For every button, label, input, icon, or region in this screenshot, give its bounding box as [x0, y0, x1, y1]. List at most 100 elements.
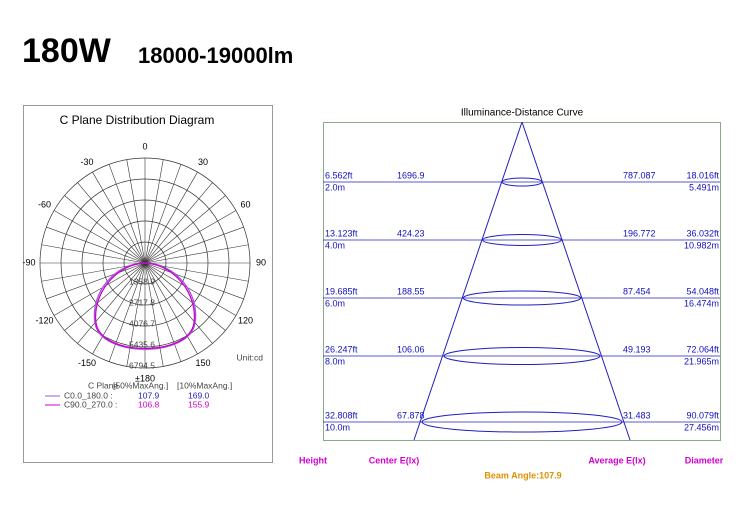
- level-value: 196.772: [623, 228, 656, 238]
- level-value: 2.0m: [325, 182, 345, 192]
- spoke: [64, 195, 146, 264]
- beam-ellipse: [482, 234, 562, 246]
- ring: [123, 241, 167, 285]
- level-value: 26.247ft: [325, 344, 358, 354]
- curve-frame: [323, 122, 721, 441]
- spoke: [144, 262, 237, 316]
- level-value: 10.982m: [684, 240, 719, 250]
- ring: [81, 199, 209, 327]
- spoke: [46, 262, 146, 300]
- level-value: 6.0m: [325, 298, 345, 308]
- spoke: [41, 244, 146, 264]
- angle-label: -30: [80, 157, 93, 167]
- ring: [60, 178, 230, 348]
- spoke: [144, 262, 213, 344]
- level-value: 5.491m: [689, 182, 719, 192]
- spoke: [144, 195, 226, 264]
- spoke: [144, 262, 182, 362]
- legend-cell: 169.0: [188, 390, 210, 400]
- cone-edge: [413, 121, 523, 441]
- spoke: [108, 262, 146, 362]
- level-value: 13.123ft: [325, 228, 358, 238]
- level-value: 10.0m: [325, 422, 350, 432]
- level-value: 787.087: [623, 170, 656, 180]
- spoke: [77, 262, 146, 344]
- cone-edge: [521, 121, 631, 441]
- spoke: [144, 171, 198, 264]
- angle-label: 0: [142, 141, 147, 151]
- level-value: 72.064ft: [686, 344, 719, 354]
- spoke: [144, 262, 198, 355]
- spoke: [144, 262, 164, 367]
- legend-cell: 155.9: [188, 399, 210, 409]
- legend-header: C Plane: [88, 380, 119, 390]
- column-label: Diameter: [685, 455, 724, 465]
- level-value: 188.55: [397, 286, 425, 296]
- spoke: [108, 164, 146, 264]
- level-value: 27.456m: [684, 422, 719, 432]
- legend-cell: C0.0_180.0 :: [64, 390, 113, 400]
- spoke: [144, 244, 249, 264]
- legend-cell: 107.9: [138, 390, 160, 400]
- legend-cell: C90.0_270.0 :: [64, 399, 117, 409]
- level-value: 19.685ft: [325, 286, 358, 296]
- spoke: [92, 171, 146, 264]
- spoke: [53, 210, 146, 264]
- level-value: 31.483: [623, 410, 651, 420]
- ring-label: 5435.6: [129, 339, 155, 349]
- angle-label: 90: [256, 257, 266, 267]
- ring: [102, 220, 188, 306]
- level-value: 16.474m: [684, 298, 719, 308]
- spoke: [64, 262, 146, 331]
- level-value: 1696.9: [397, 170, 425, 180]
- angle-label: 120: [238, 315, 253, 325]
- column-label: Height: [299, 455, 327, 465]
- level-value: 36.032ft: [686, 228, 719, 238]
- ring-label: 4076.7: [129, 318, 155, 328]
- ring-label: 1358.9: [129, 276, 155, 286]
- level-value: 4.0m: [325, 240, 345, 250]
- spoke: [144, 262, 244, 300]
- polar-title: C Plane Distribution Diagram: [60, 113, 215, 127]
- beam-ellipse: [443, 347, 601, 365]
- level-value: 18.016ft: [686, 170, 719, 180]
- angle-label: ±180: [135, 373, 155, 383]
- level-value: 8.0m: [325, 356, 345, 366]
- legend-header: [50%MaxAng.]: [113, 380, 168, 390]
- angle-label: -90: [22, 257, 35, 267]
- spoke: [144, 182, 213, 264]
- flux: 18000-19000lm: [138, 43, 293, 68]
- polar-frame: [23, 105, 273, 463]
- unit: Unit:cd: [237, 352, 264, 362]
- angle-label: -60: [38, 199, 51, 209]
- angle-label: 30: [198, 157, 208, 167]
- beam-ellipse: [421, 411, 623, 433]
- level-value: 424.23: [397, 228, 425, 238]
- spoke: [126, 159, 146, 264]
- angle-label: -120: [36, 315, 54, 325]
- column-label: Average E(lx): [588, 455, 645, 465]
- level-value: 32.808ft: [325, 410, 358, 420]
- beam-ellipse: [501, 177, 543, 187]
- cone: 6.562ft 2.0m 1696.9 787.087 18.016ft 5.491m 13…: [299, 121, 724, 465]
- ring-label: 2717.8: [129, 297, 155, 307]
- level-value: 21.965m: [684, 356, 719, 366]
- legend-cell: 106.8: [138, 399, 160, 409]
- spoke: [46, 226, 146, 264]
- spoke: [144, 164, 182, 264]
- level-value: 54.048ft: [686, 286, 719, 296]
- polar-diagram: 1358.9 2717.8 4076.7 5435.6 6794.5 ±180 150 120…: [22, 141, 266, 409]
- level-value: 106.06: [397, 344, 425, 354]
- angle-label: 150: [195, 358, 210, 368]
- ring: [39, 157, 251, 369]
- column-label: Center E(lx): [369, 455, 420, 465]
- beam-ellipse: [462, 290, 582, 306]
- spoke: [144, 210, 237, 264]
- ring-label: 6794.5: [129, 360, 155, 370]
- beam-angle: Beam Angle:107.9: [484, 470, 561, 480]
- level-value: 90.079ft: [686, 410, 719, 420]
- spoke: [77, 182, 146, 264]
- spoke: [144, 159, 164, 264]
